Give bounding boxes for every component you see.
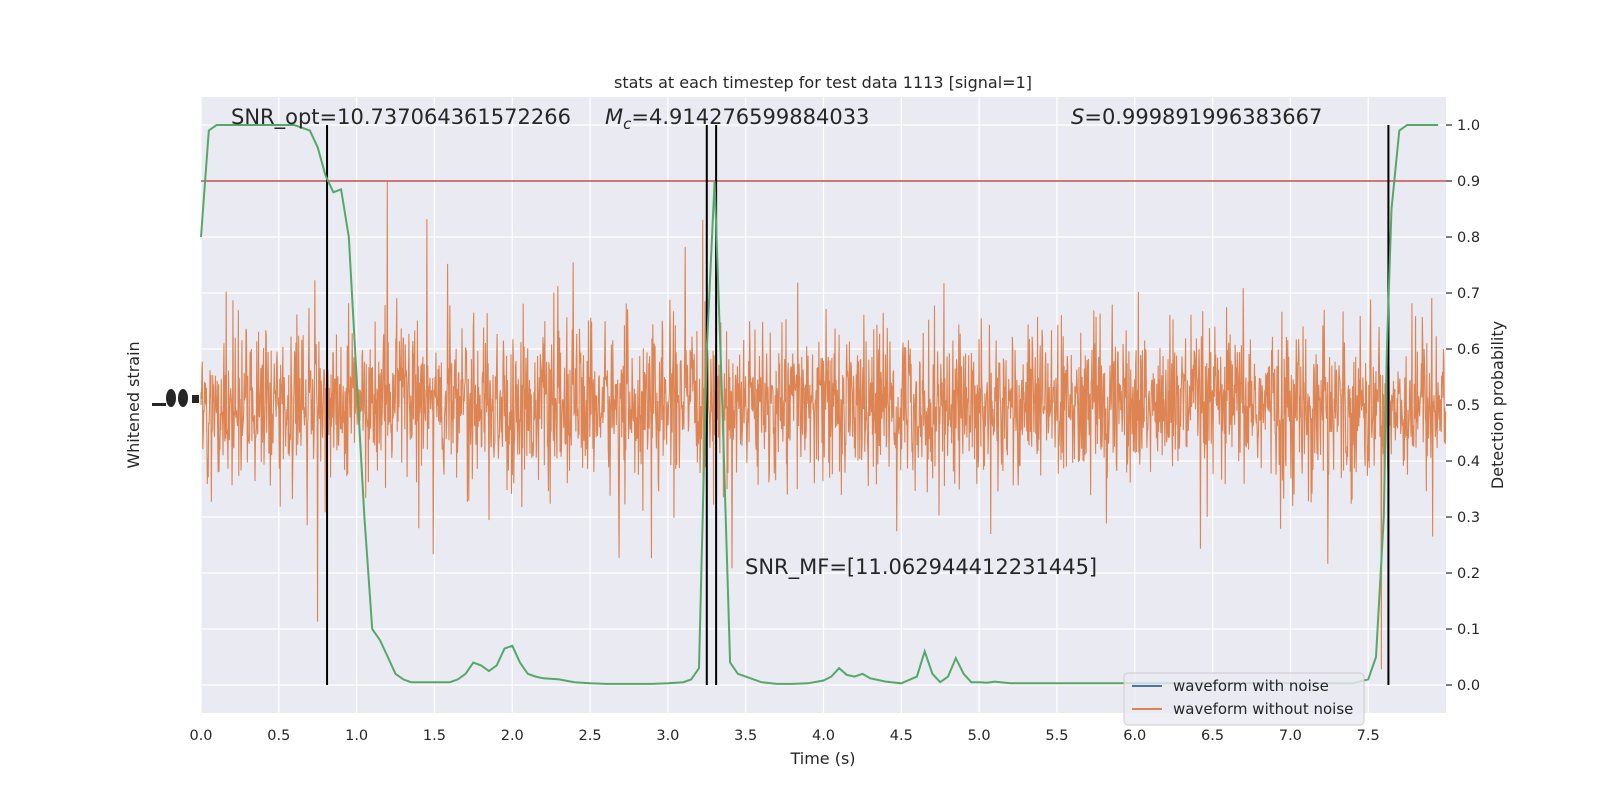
x-tick-label: 3.5: [734, 728, 757, 744]
legend: waveform with noise waveform without noi…: [1123, 672, 1365, 726]
y-right-tick-label: 0.0: [1457, 678, 1480, 694]
y-axis-label-right: Detection probability: [1488, 321, 1507, 489]
x-tick-label: 4.5: [890, 728, 913, 744]
x-tick-label: 2.0: [501, 728, 524, 744]
x-tick-label: 3.0: [656, 728, 679, 744]
y-right-tick-label: 0.2: [1457, 566, 1480, 582]
ticks: 0.0 0.5 1.0 1.5 2.0 2.5 3.0 3.5 4.0 4.5 5.0 5.5 6.0 6…: [189, 118, 1480, 744]
x-tick-label: 5.5: [1045, 728, 1068, 744]
y-right-tick-label: 0.5: [1457, 398, 1480, 414]
x-tick-label: 1.0: [345, 728, 368, 744]
y-right-tick-label: 1.0: [1457, 118, 1480, 134]
annotation-snr-mf: SNR_MF=[11.062944412231445]: [745, 555, 1097, 580]
overlay-layer: [200, 124, 1446, 685]
y-right-tick-label: 0.6: [1457, 342, 1480, 358]
legend-label-without-noise: waveform without noise: [1173, 700, 1353, 718]
y-axis-label-left: Whitened strain: [124, 341, 143, 468]
x-tick-label: 0.0: [189, 728, 212, 744]
chart-title: stats at each timestep for test data 111…: [614, 73, 1032, 92]
strain-waveform-layer: [200, 181, 1447, 670]
x-tick-label: 2.5: [579, 728, 602, 744]
x-tick-label: 6.0: [1123, 728, 1146, 744]
x-tick-label: 5.0: [968, 728, 991, 744]
annotation-snr-opt: SNR_opt=10.737064361572266: [231, 105, 571, 130]
y-right-tick-label: 0.7: [1457, 286, 1480, 302]
y-right-tick-label: 0.9: [1457, 174, 1480, 190]
detection-probability-line: [200, 124, 1439, 685]
legend-label-with-noise: waveform with noise: [1173, 677, 1329, 695]
left-axis-overlapping-ticks: [152, 389, 199, 407]
x-axis-label: Time (s): [789, 749, 855, 768]
x-tick-label: 0.5: [267, 728, 290, 744]
x-tick-label: 6.5: [1201, 728, 1224, 744]
x-tick-label: 7.0: [1279, 728, 1302, 744]
y-right-tick-label: 0.1: [1457, 622, 1480, 638]
legend-box: [1123, 672, 1365, 726]
x-tick-label: 1.5: [423, 728, 446, 744]
annotation-chirp-mass: Mc=4.914276599884033: [605, 105, 869, 133]
y-right-tick-label: 0.8: [1457, 230, 1480, 246]
annotation-s: S=0.999891996383667: [1071, 105, 1322, 129]
waveform-without-noise-trace: [200, 181, 1447, 670]
y-right-tick-label: 0.4: [1457, 454, 1480, 470]
x-tick-label: 7.5: [1357, 728, 1380, 744]
x-tick-label: 4.0: [812, 728, 835, 744]
y-right-tick-label: 0.3: [1457, 510, 1480, 526]
